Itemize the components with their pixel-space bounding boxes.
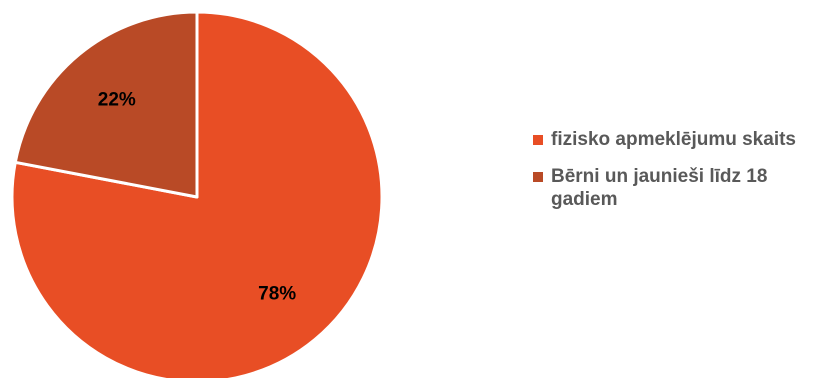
legend-label-fizisko-apmeklejumu-skaits: fizisko apmeklējumu skaits xyxy=(551,129,796,150)
data-label-berni-un-jauniesi: 22% xyxy=(98,90,136,111)
data-label-fizisko-apmeklejumu-skaits: 78% xyxy=(258,283,296,304)
pie-slices xyxy=(10,10,384,378)
pie-data-labels: 78% 22% xyxy=(98,90,297,305)
legend-swatch-fizisko-apmeklejumu-skaits xyxy=(533,135,543,145)
pie-slice-fizisko-apmeklejumu-skaits xyxy=(10,10,384,378)
legend-item-berni-un-jauniesi: Bērni un jaunieši līdz 18 gadiem xyxy=(533,165,813,211)
legend-swatch-berni-un-jauniesi xyxy=(533,172,543,182)
legend: fizisko apmeklējumu skaits Bērni un jaun… xyxy=(533,128,813,225)
legend-label-berni-un-jauniesi: Bērni un jaunieši līdz 18 gadiem xyxy=(551,166,768,210)
pie-slice-berni-un-jauniesi xyxy=(13,10,199,199)
legend-item-fizisko-apmeklejumu-skaits: fizisko apmeklējumu skaits xyxy=(533,128,813,151)
